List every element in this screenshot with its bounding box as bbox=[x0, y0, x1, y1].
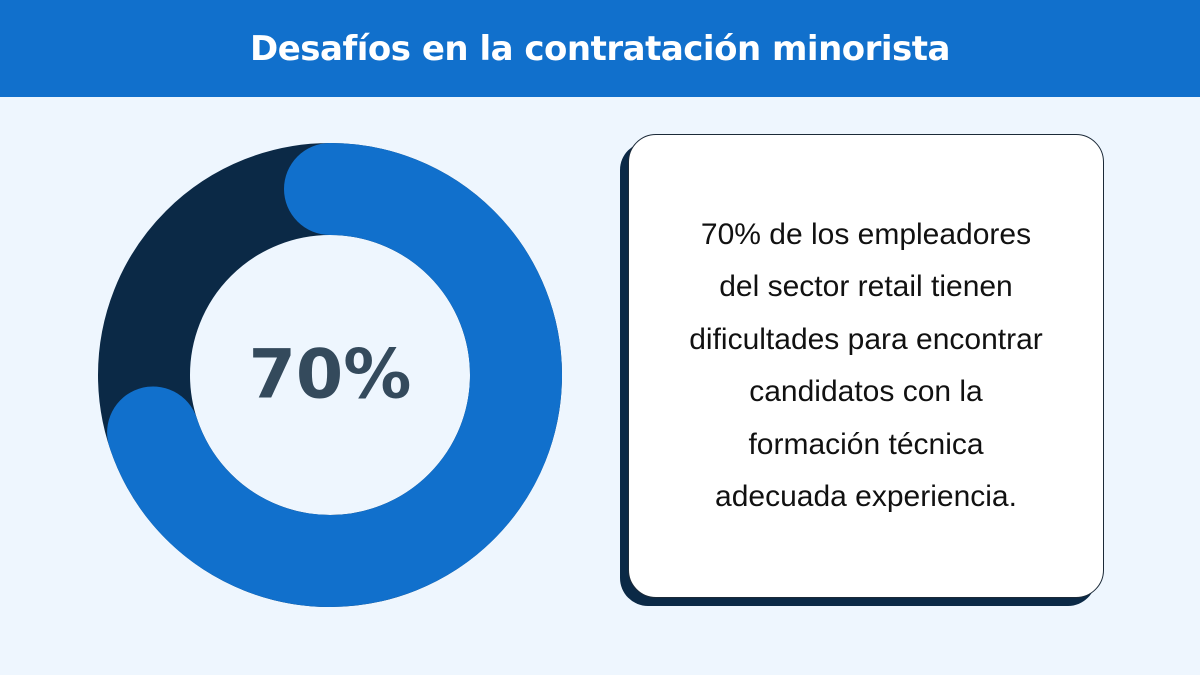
page-title: Desafíos en la contratación minorista bbox=[250, 28, 950, 69]
statistic-description: 70% de los empleadores del sector retail… bbox=[689, 217, 1043, 514]
donut-chart: 70% bbox=[98, 143, 562, 607]
donut-value-segment bbox=[107, 143, 562, 607]
header-bar: Desafíos en la contratación minorista bbox=[0, 0, 1200, 97]
statistic-card: 70% de los empleadores del sector retail… bbox=[628, 134, 1104, 598]
donut-center-label: 70% bbox=[249, 336, 412, 415]
